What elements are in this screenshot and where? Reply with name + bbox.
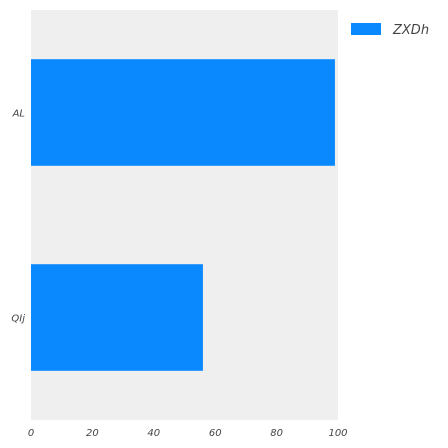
x-axis-ticks: 0 20 40 60 80 100 xyxy=(28,428,348,439)
legend-swatch xyxy=(351,23,381,35)
bar-qij xyxy=(31,264,203,371)
bar-al xyxy=(31,59,335,166)
y-tick-label: AL xyxy=(12,109,25,120)
legend-label: ZXDh xyxy=(392,23,429,38)
x-tick-label: 20 xyxy=(86,428,99,439)
legend: ZXDh xyxy=(351,23,429,38)
x-tick-label: 0 xyxy=(28,428,34,439)
y-axis-ticks: AL QIj xyxy=(11,109,25,325)
x-tick-label: 60 xyxy=(209,428,222,439)
x-tick-label: 80 xyxy=(270,428,283,439)
x-tick-label: 100 xyxy=(328,428,347,439)
x-tick-label: 40 xyxy=(147,428,160,439)
y-tick-label: QIj xyxy=(11,314,25,325)
bars-layer xyxy=(31,59,335,371)
